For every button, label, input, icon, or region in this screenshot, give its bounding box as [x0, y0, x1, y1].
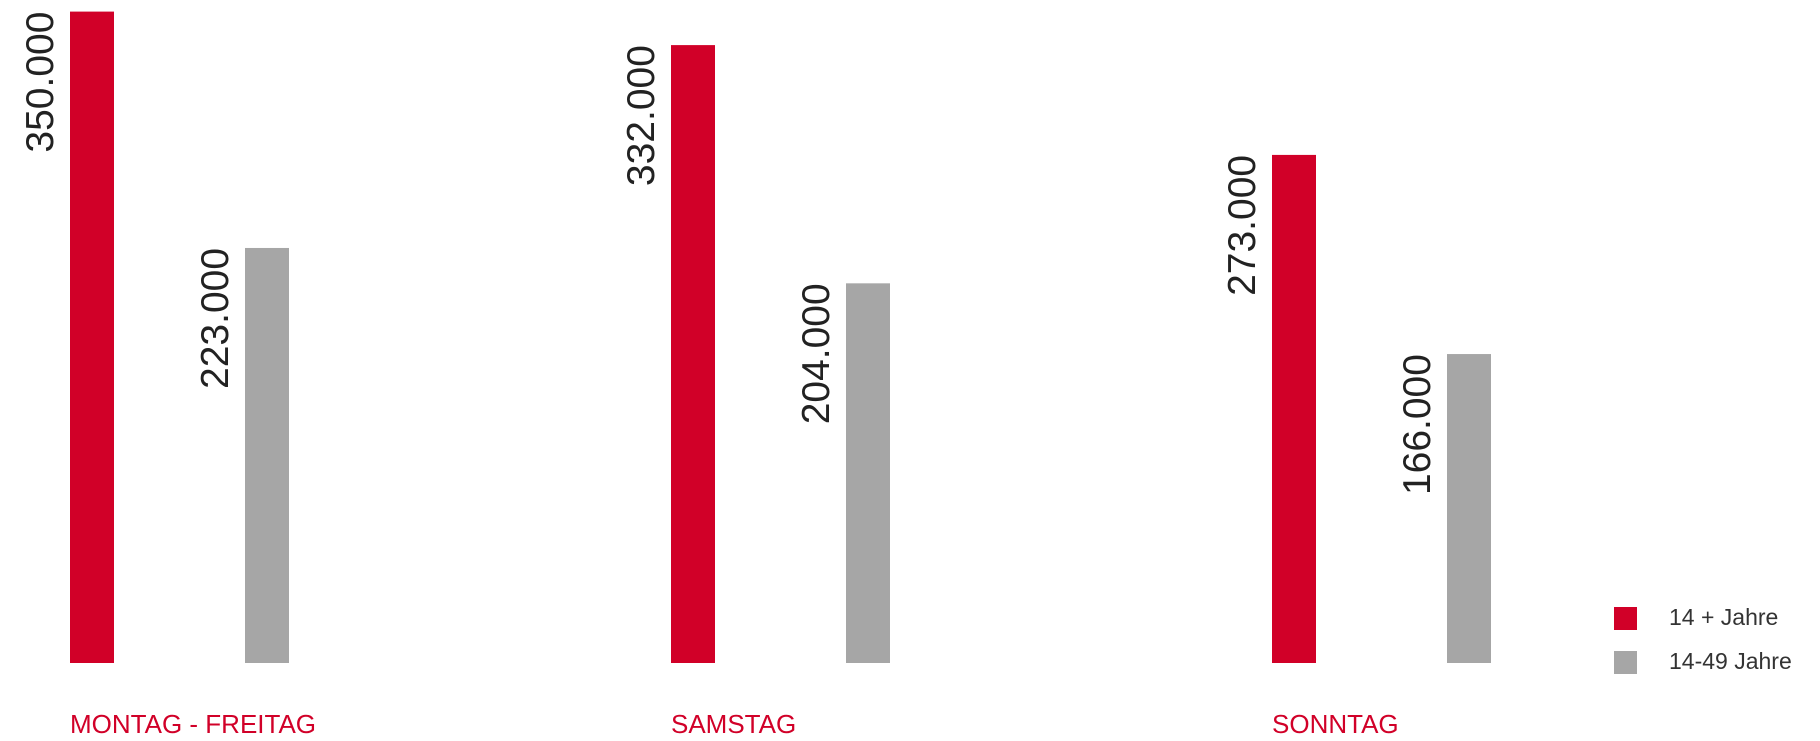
- bar: [1272, 154, 1316, 663]
- bar: [245, 247, 289, 663]
- legend-label: 14 + Jahre: [1669, 604, 1778, 630]
- category-label: SONNTAG: [1272, 709, 1399, 739]
- category-label: SAMSTAG: [671, 709, 796, 739]
- value-label: 166.000: [1396, 354, 1439, 495]
- legend-label: 14-49 Jahre: [1669, 648, 1792, 674]
- value-label: 223.000: [194, 248, 237, 389]
- bar: [671, 45, 715, 663]
- value-label: 204.000: [795, 283, 838, 424]
- legend-swatch: [1614, 607, 1637, 630]
- category-label: MONTAG - FREITAG: [70, 709, 316, 739]
- bar: [70, 11, 114, 664]
- legend-swatch: [1614, 651, 1637, 674]
- value-label: 332.000: [620, 45, 663, 186]
- value-label: 273.000: [1221, 155, 1264, 296]
- bar: [846, 283, 890, 663]
- bar: [1447, 354, 1491, 663]
- value-label: 350.000: [19, 12, 62, 153]
